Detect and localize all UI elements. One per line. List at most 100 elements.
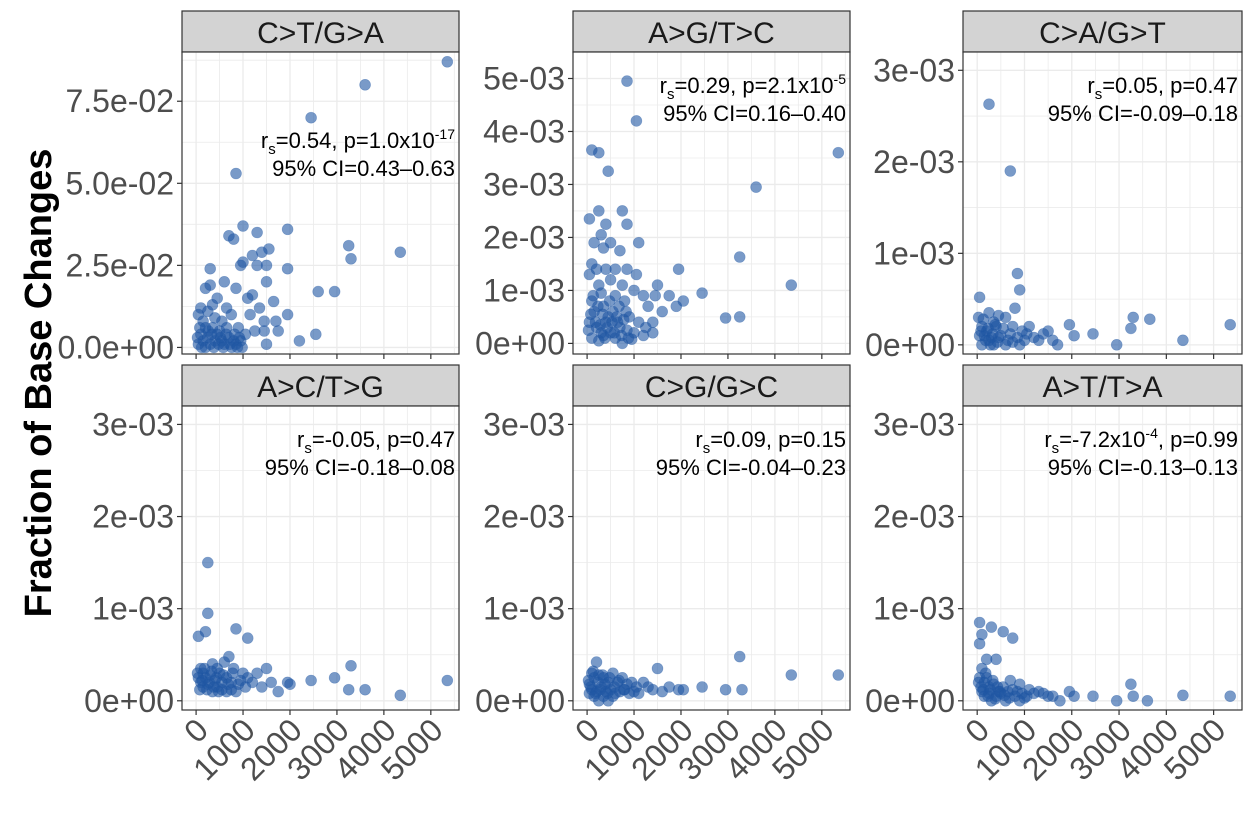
data-point — [281, 308, 294, 321]
y-tick-label: 3e-03 — [873, 406, 955, 442]
data-point — [1018, 692, 1031, 704]
y-tick-label: 0e+00 — [475, 325, 565, 361]
data-point — [630, 115, 643, 127]
data-point — [251, 667, 263, 680]
data-point — [1009, 302, 1021, 315]
panel-frame — [572, 51, 851, 355]
data-point — [587, 289, 600, 302]
data-point — [600, 218, 612, 230]
facet-strip — [572, 10, 851, 53]
data-point — [600, 263, 612, 276]
data-point — [202, 607, 214, 620]
data-point — [328, 671, 341, 684]
y-tick-label: 2e-03 — [483, 499, 565, 535]
data-point — [670, 300, 683, 313]
data-point — [212, 685, 225, 698]
data-point — [1004, 165, 1017, 177]
data-point — [973, 291, 986, 304]
data-point — [719, 683, 732, 696]
y-tick-label: 2.5e-02 — [65, 247, 174, 283]
data-point — [973, 637, 986, 650]
panel-background — [573, 406, 850, 710]
facet-panel: A>G/T>C rs=0.29, p=2.1x10-595% CI=0.16–0.… — [475, 10, 851, 361]
data-point — [616, 205, 629, 217]
facet-strip — [962, 10, 1243, 53]
data-point — [237, 220, 249, 232]
y-tick-label: 1e-03 — [873, 235, 955, 271]
facet-title: C>A/G>T — [1039, 17, 1166, 50]
data-point — [604, 273, 617, 286]
data-point — [628, 284, 640, 297]
facet-strip — [181, 10, 460, 53]
data-point — [1087, 328, 1099, 340]
data-point — [621, 218, 633, 230]
data-point — [613, 674, 625, 687]
panel-frame — [962, 51, 1243, 355]
data-point — [230, 623, 242, 635]
data-point — [230, 282, 242, 295]
data-point — [592, 146, 605, 159]
data-point — [227, 233, 240, 245]
data-point — [1224, 690, 1236, 703]
data-point — [255, 681, 268, 693]
data-point — [651, 279, 664, 291]
y-tick-label: 0e+00 — [865, 683, 955, 719]
data-point — [622, 332, 635, 344]
panel-frame — [181, 51, 460, 355]
data-point — [191, 331, 204, 344]
data-point — [218, 656, 231, 668]
data-point — [1063, 318, 1076, 331]
data-point — [733, 311, 746, 323]
data-point — [342, 683, 355, 696]
data-point — [239, 681, 252, 693]
panel-frame — [572, 405, 851, 711]
data-point — [997, 625, 1010, 638]
data-point — [305, 111, 317, 124]
data-point — [583, 213, 596, 225]
data-point — [672, 263, 685, 276]
y-tick-label: 1e-03 — [92, 591, 174, 627]
panel-background — [963, 52, 1242, 354]
data-point — [211, 292, 223, 305]
y-tick-label: 1e-03 — [483, 591, 565, 627]
y-tick-label: 2e-03 — [92, 499, 174, 535]
data-point — [312, 285, 325, 298]
data-point — [1125, 322, 1137, 335]
data-point — [1068, 690, 1080, 703]
data-point — [233, 331, 246, 344]
data-point — [236, 341, 248, 354]
data-point — [677, 683, 690, 696]
data-point — [230, 167, 242, 180]
facet-title: A>T/T>A — [1042, 371, 1162, 404]
data-point — [1177, 689, 1189, 702]
data-point — [646, 683, 659, 696]
data-point — [230, 685, 242, 698]
data-point — [696, 681, 708, 693]
data-point — [632, 687, 645, 700]
y-tick-label: 1e-03 — [483, 272, 565, 308]
data-point — [204, 262, 216, 275]
data-point — [651, 662, 664, 675]
y-tick-label: 5e-03 — [483, 60, 565, 96]
data-point — [281, 262, 294, 275]
data-point — [983, 98, 995, 110]
data-point — [656, 305, 669, 318]
stat-annotation-line1: rs=0.05, p=0.47 — [1087, 73, 1238, 103]
data-point — [199, 282, 212, 295]
facet-title: C>T/G>A — [257, 17, 384, 50]
data-point — [284, 678, 296, 691]
data-point — [1127, 311, 1139, 324]
data-point — [260, 662, 273, 675]
y-tick-label: 4e-03 — [483, 113, 565, 149]
data-point — [222, 678, 234, 691]
data-point — [394, 689, 407, 702]
panel-frame — [962, 405, 1243, 711]
data-point — [218, 275, 231, 288]
data-point — [785, 279, 798, 291]
stat-annotation-line1: rs=-7.2x10-4, p=0.99 — [1044, 425, 1238, 457]
